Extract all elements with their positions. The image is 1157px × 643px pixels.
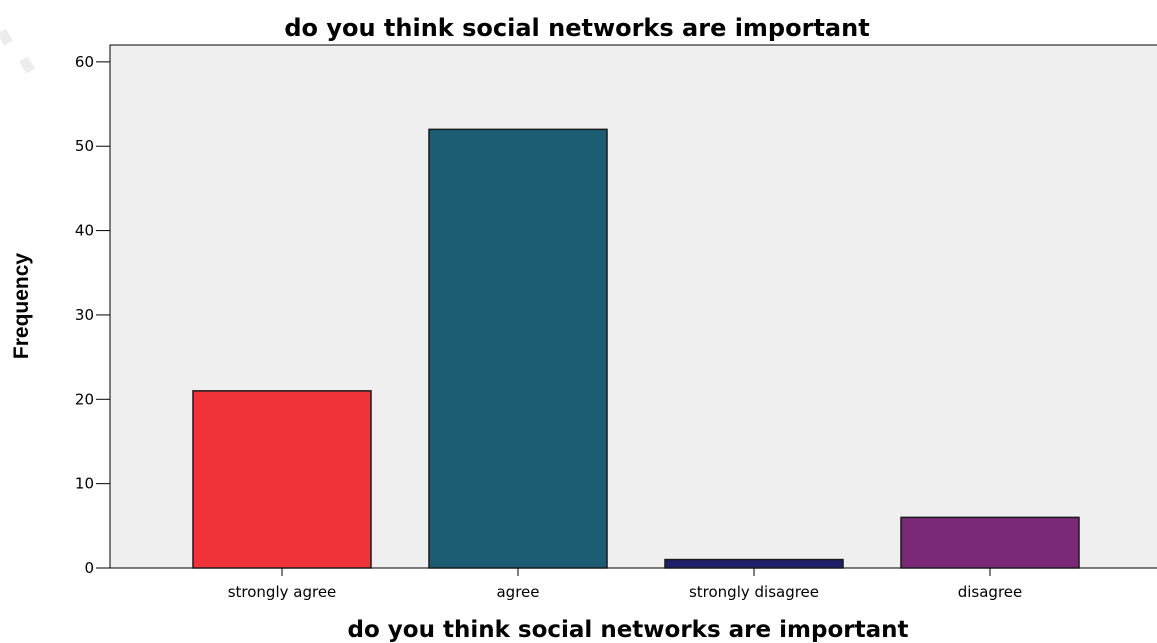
y-axis-label: Frequency <box>10 253 33 360</box>
bar-strongly-disagree <box>664 558 844 569</box>
x-axis: strongly agree agree strongly disagree disa… <box>228 568 1023 601</box>
bar-agree <box>428 128 608 569</box>
x-tick-label: agree <box>496 583 539 601</box>
y-tick-label: 10 <box>75 475 94 493</box>
bar-disagree <box>900 516 1080 569</box>
x-tick-label: strongly agree <box>228 583 337 601</box>
x-axis-label: do you think social networks are importa… <box>348 617 909 643</box>
x-tick-label: strongly disagree <box>689 583 819 601</box>
x-tick-label: disagree <box>958 583 1023 601</box>
y-tick-label: 30 <box>75 306 94 324</box>
y-tick-label: 40 <box>75 222 94 240</box>
y-tick-label: 0 <box>84 559 94 577</box>
bars <box>192 128 1080 569</box>
chart-title: do you think social networks are importa… <box>284 14 869 42</box>
y-tick-label: 50 <box>75 137 94 155</box>
y-tick-label: 60 <box>75 53 94 71</box>
y-axis: 0 10 20 30 40 50 60 <box>75 53 110 577</box>
y-tick-label: 20 <box>75 390 94 408</box>
bar-strongly-agree <box>192 390 372 569</box>
